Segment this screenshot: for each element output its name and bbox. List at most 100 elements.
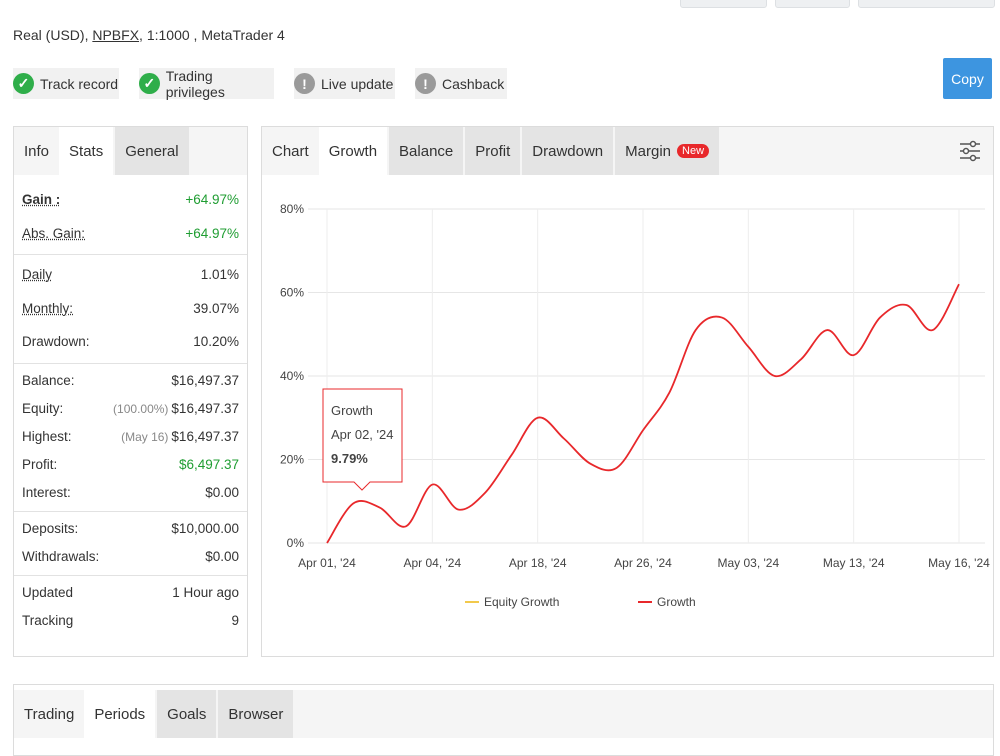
bottom-panel: Trading Periods Goals Browser xyxy=(13,684,994,756)
growth-chart: 0% 20% 40% 60% 80% Apr 01, '24 Apr 04, '24 Apr … xyxy=(280,202,990,609)
stat-value: $16,497.37 xyxy=(171,373,239,388)
series-line xyxy=(326,283,960,544)
x-tick-label: Apr 01, '24 xyxy=(298,556,356,570)
stat-row: Drawdown: 10.20% xyxy=(22,325,239,359)
stat-value-wrap: 9 xyxy=(231,613,239,628)
tab[interactable]: Periods xyxy=(84,690,156,738)
stat-row: Updated 1 Hour ago xyxy=(22,579,239,607)
badge[interactable]: ! Cashback xyxy=(415,68,507,99)
tab[interactable]: Balance xyxy=(389,127,464,175)
tab[interactable]: Info xyxy=(24,142,50,160)
stat-label: Deposits: xyxy=(22,521,79,536)
tooltip-date: Apr 02, '24 xyxy=(331,427,393,442)
stat-label: Withdrawals: xyxy=(22,549,100,564)
broker-link[interactable]: NPBFX xyxy=(92,27,140,43)
stat-label: Balance: xyxy=(22,373,75,388)
stat-row: Monthly: 39.07% xyxy=(22,292,239,326)
stat-value: $6,497.37 xyxy=(178,457,239,472)
top-button[interactable] xyxy=(680,0,767,8)
stat-label: Daily xyxy=(22,267,53,283)
stat-label: Highest: xyxy=(22,429,72,444)
stat-value: 1.01% xyxy=(200,267,239,283)
details: , 1:1000 , MetaTrader 4 xyxy=(139,27,285,43)
stat-value-wrap: 1 Hour ago xyxy=(172,585,239,600)
stat-value: $0.00 xyxy=(205,485,239,500)
stat-value: $10,000.00 xyxy=(171,521,239,536)
stat-label: Monthly: xyxy=(22,300,74,316)
account-line: Real (USD), NPBFX, 1:1000 , MetaTrader 4 xyxy=(13,27,285,43)
stat-value: $16,497.37 xyxy=(171,401,239,416)
stat-label: Gain : xyxy=(22,192,61,208)
badge[interactable]: ✓ Trading privileges xyxy=(139,67,274,100)
settings-icon[interactable] xyxy=(958,139,982,163)
tooltip-title: Growth xyxy=(331,403,373,418)
stat-row: Balance: $16,497.37 xyxy=(22,367,239,395)
stat-value-wrap: 1.01% xyxy=(201,267,239,282)
badge[interactable]: ✓ Track record xyxy=(13,68,119,99)
stat-value: +64.97% xyxy=(185,192,239,208)
y-tick-label: 60% xyxy=(280,286,304,300)
tab-bar: Trading Periods Goals Browser xyxy=(14,690,993,738)
stat-row: Deposits: $10,000.00 xyxy=(22,515,239,543)
y-tick-label: 20% xyxy=(280,453,304,467)
stat-row: Interest: $0.00 xyxy=(22,479,239,507)
stat-value: $16,497.37 xyxy=(171,429,239,444)
tooltip: Growth Apr 02, '24 9.79% xyxy=(322,388,403,491)
divider xyxy=(14,574,247,576)
badge-label: Trading privileges xyxy=(165,67,225,100)
y-tick-label: 80% xyxy=(280,202,304,216)
badge-label: Cashback xyxy=(442,75,505,92)
tab[interactable]: Profit xyxy=(465,127,521,175)
tab[interactable]: Chart xyxy=(272,142,309,160)
stat-value-wrap: $10,000.00 xyxy=(171,521,239,536)
copy-button[interactable]: Copy xyxy=(943,58,992,99)
stat-row: Equity: (100.00%) $16,497.37 xyxy=(22,395,239,423)
stat-value: 39.07% xyxy=(193,300,239,316)
y-tick-label: 40% xyxy=(280,369,304,383)
tab[interactable]: Browser xyxy=(218,690,294,738)
stat-value-wrap: $0.00 xyxy=(205,485,239,500)
tab[interactable]: Stats xyxy=(59,127,114,175)
stat-value-wrap: +64.97% xyxy=(185,226,239,241)
x-tick-label: Apr 26, '24 xyxy=(614,556,672,570)
tab-bar: Chart Growth Balance Profit Drawdown Margin Ne… xyxy=(262,127,993,175)
tab[interactable]: General xyxy=(115,127,189,175)
tab[interactable]: Drawdown xyxy=(522,127,614,175)
stat-value: 9 xyxy=(231,613,239,628)
x-tick-label: May 16, '24 xyxy=(928,556,990,570)
stats-panel: Info Stats General Gain : +64.97% Abs. Gain:… xyxy=(13,126,248,657)
stat-value: 10.20% xyxy=(193,334,239,350)
stat-value: +64.97% xyxy=(185,225,239,241)
stat-value-wrap: $6,497.37 xyxy=(179,457,239,472)
account: Real (USD), xyxy=(13,27,89,43)
stat-row: Withdrawals: $0.00 xyxy=(22,543,239,571)
x-tick-label: Apr 18, '24 xyxy=(509,556,567,570)
divider xyxy=(14,254,247,255)
stat-label: Drawdown: xyxy=(22,334,90,350)
top-button[interactable] xyxy=(775,0,850,8)
stat-value-wrap: $0.00 xyxy=(205,549,239,564)
tab[interactable]: Trading xyxy=(24,705,75,723)
tab[interactable]: Growth xyxy=(318,127,388,175)
badge-icon: ✓ xyxy=(139,73,160,94)
stat-label: Interest: xyxy=(22,485,71,500)
divider xyxy=(14,362,247,364)
tab[interactable]: Goals xyxy=(157,690,217,738)
stat-value-wrap: 10.20% xyxy=(193,334,239,349)
stat-row: Daily 1.01% xyxy=(22,258,239,292)
stat-row: Abs. Gain: +64.97% xyxy=(22,217,239,251)
badge[interactable]: ! Live update xyxy=(294,68,395,99)
stat-value-wrap: +64.97% xyxy=(185,192,239,207)
stat-value-wrap: 39.07% xyxy=(193,301,239,316)
stat-value-wrap: $16,497.37 xyxy=(171,373,239,388)
stat-note: (100.00%) xyxy=(113,402,169,416)
stat-row: Profit: $6,497.37 xyxy=(22,451,239,479)
top-button[interactable] xyxy=(858,0,995,8)
badge-icon: ! xyxy=(294,73,315,94)
stat-value: 1 Hour ago xyxy=(172,585,239,600)
stat-value: $0.00 xyxy=(205,549,239,564)
badge-icon: ✓ xyxy=(13,73,34,94)
tab[interactable]: Margin New xyxy=(615,127,720,175)
legend-label: Equity Growth xyxy=(484,595,559,609)
